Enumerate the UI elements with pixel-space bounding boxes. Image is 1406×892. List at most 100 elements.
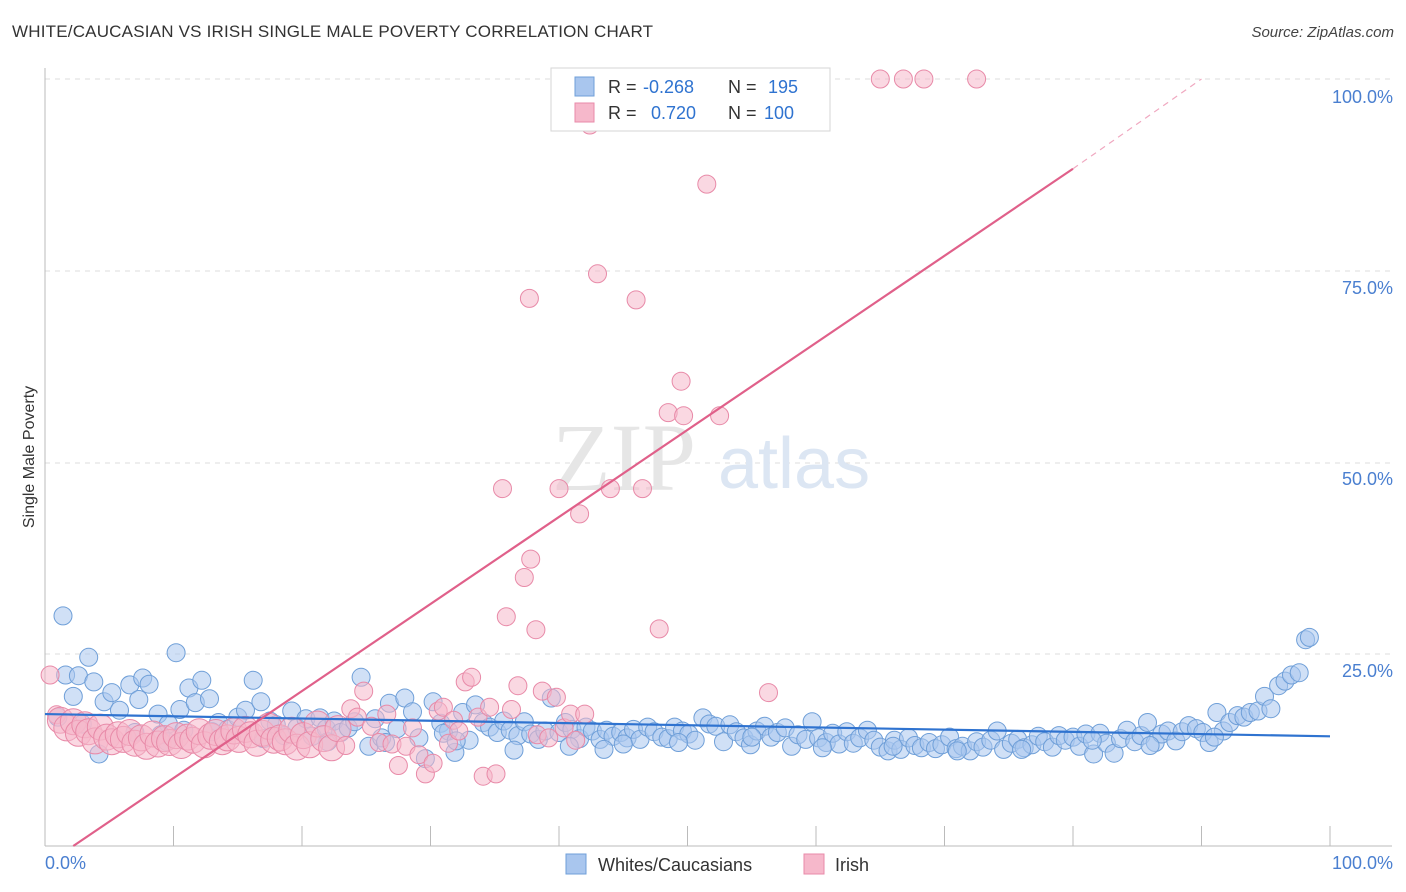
whites-point [102, 683, 122, 703]
irish-point [658, 403, 678, 423]
grid [45, 78, 1392, 655]
irish-point [508, 676, 528, 696]
whites-point [139, 674, 159, 694]
irish-point [633, 479, 652, 499]
irish-point [539, 728, 559, 748]
legend-n-value-pink: 100 [764, 103, 794, 123]
whites-point [1082, 730, 1102, 750]
whites-point [403, 702, 422, 722]
whites-point [947, 741, 967, 761]
y-tick-label-100: 100.0% [1332, 87, 1393, 107]
irish-point [521, 549, 541, 569]
legend-n-value-blue: 195 [768, 77, 798, 97]
irish-point [439, 733, 458, 753]
irish-point [354, 681, 374, 701]
irish-point [626, 290, 646, 310]
irish-point [514, 568, 534, 587]
irish-point [914, 69, 934, 89]
whites-point [53, 606, 73, 626]
legend-n-label-pink: N = [728, 103, 757, 123]
whites-point [1261, 699, 1281, 719]
whites-point [594, 739, 614, 759]
irish-point [423, 753, 443, 773]
watermark-zip: ZIP [552, 404, 696, 511]
irish-point [449, 721, 469, 741]
irish-point [575, 704, 595, 724]
irish-point [493, 479, 512, 499]
irish-point [40, 665, 60, 685]
whites-point [742, 727, 762, 747]
irish-point [697, 174, 717, 194]
whites-point [84, 672, 104, 692]
irish-point [546, 687, 566, 707]
whites-point [883, 736, 903, 756]
irish-point [566, 730, 586, 750]
legend-r-label-blue: R = [608, 77, 637, 97]
irish-point [388, 756, 408, 775]
whites-point [129, 690, 149, 709]
source-label: Source: ZipAtlas.com [1251, 24, 1394, 41]
irish-point [588, 264, 607, 284]
irish-point [462, 667, 482, 687]
irish-point [502, 700, 521, 719]
whites-point [714, 732, 733, 752]
whites-point [669, 733, 688, 752]
irish-point [870, 69, 890, 89]
irish-point [526, 620, 546, 640]
legend-label-whites: Whites/Caucasians [598, 855, 752, 875]
x-ticks [44, 826, 1331, 846]
whites-point [685, 730, 705, 750]
whites-point [251, 692, 271, 712]
legend-stats-box [550, 67, 831, 132]
legend-series: Whites/Caucasians Irish [565, 853, 869, 875]
irish-trend-line [72, 167, 1074, 847]
legend-swatch-irish [803, 853, 825, 875]
whites-point [1207, 703, 1227, 722]
irish-point [893, 69, 913, 89]
legend-r-label-pink: R = [608, 103, 637, 123]
whites-point [63, 686, 83, 706]
legend-swatch-pink [574, 102, 595, 123]
whites-point [79, 647, 99, 667]
pink-points-layer [40, 69, 987, 786]
whites-point [504, 740, 524, 760]
irish-point [486, 764, 506, 784]
irish-point [671, 371, 691, 391]
irish-point [336, 736, 356, 755]
irish-point [674, 406, 694, 426]
trend-lines [44, 78, 1331, 847]
irish-point [496, 607, 516, 627]
whites-point [192, 670, 212, 690]
x-tick-label-100: 100.0% [1332, 853, 1393, 873]
whites-point [243, 670, 263, 690]
irish-point [377, 704, 397, 724]
irish-point [409, 745, 429, 765]
irish-point [519, 288, 539, 308]
irish-point [433, 697, 453, 717]
whites-point [812, 738, 832, 758]
whites-trend-line [44, 712, 1331, 738]
irish-point [361, 716, 381, 736]
y-tick-label-75: 75.0% [1342, 278, 1393, 298]
y-axis-label: Single Male Poverty [21, 386, 38, 528]
irish-point [480, 697, 500, 717]
legend-label-irish: Irish [835, 855, 869, 875]
irish-point [403, 718, 422, 738]
watermark-atlas: atlas [718, 424, 870, 504]
legend-n-label-blue: N = [728, 77, 757, 97]
chart-title: WHITE/CAUCASIAN VS IRISH SINGLE MALE POV… [12, 22, 654, 41]
whites-point [200, 689, 219, 709]
irish-point [967, 69, 987, 89]
y-tick-label-25: 25.0% [1342, 661, 1393, 681]
legend-stats: R = -0.268 N = 195 R = 0.720 N = 100 [550, 67, 831, 132]
whites-point [1140, 736, 1160, 755]
irish-point [649, 619, 669, 639]
whites-point [1204, 727, 1224, 747]
whites-point [1012, 739, 1032, 759]
x-tick-label-0: 0.0% [45, 853, 86, 873]
y-tick-label-50: 50.0% [1342, 469, 1393, 489]
legend-swatch-blue [574, 76, 595, 97]
whites-point [1138, 713, 1157, 732]
whites-point [613, 734, 633, 754]
